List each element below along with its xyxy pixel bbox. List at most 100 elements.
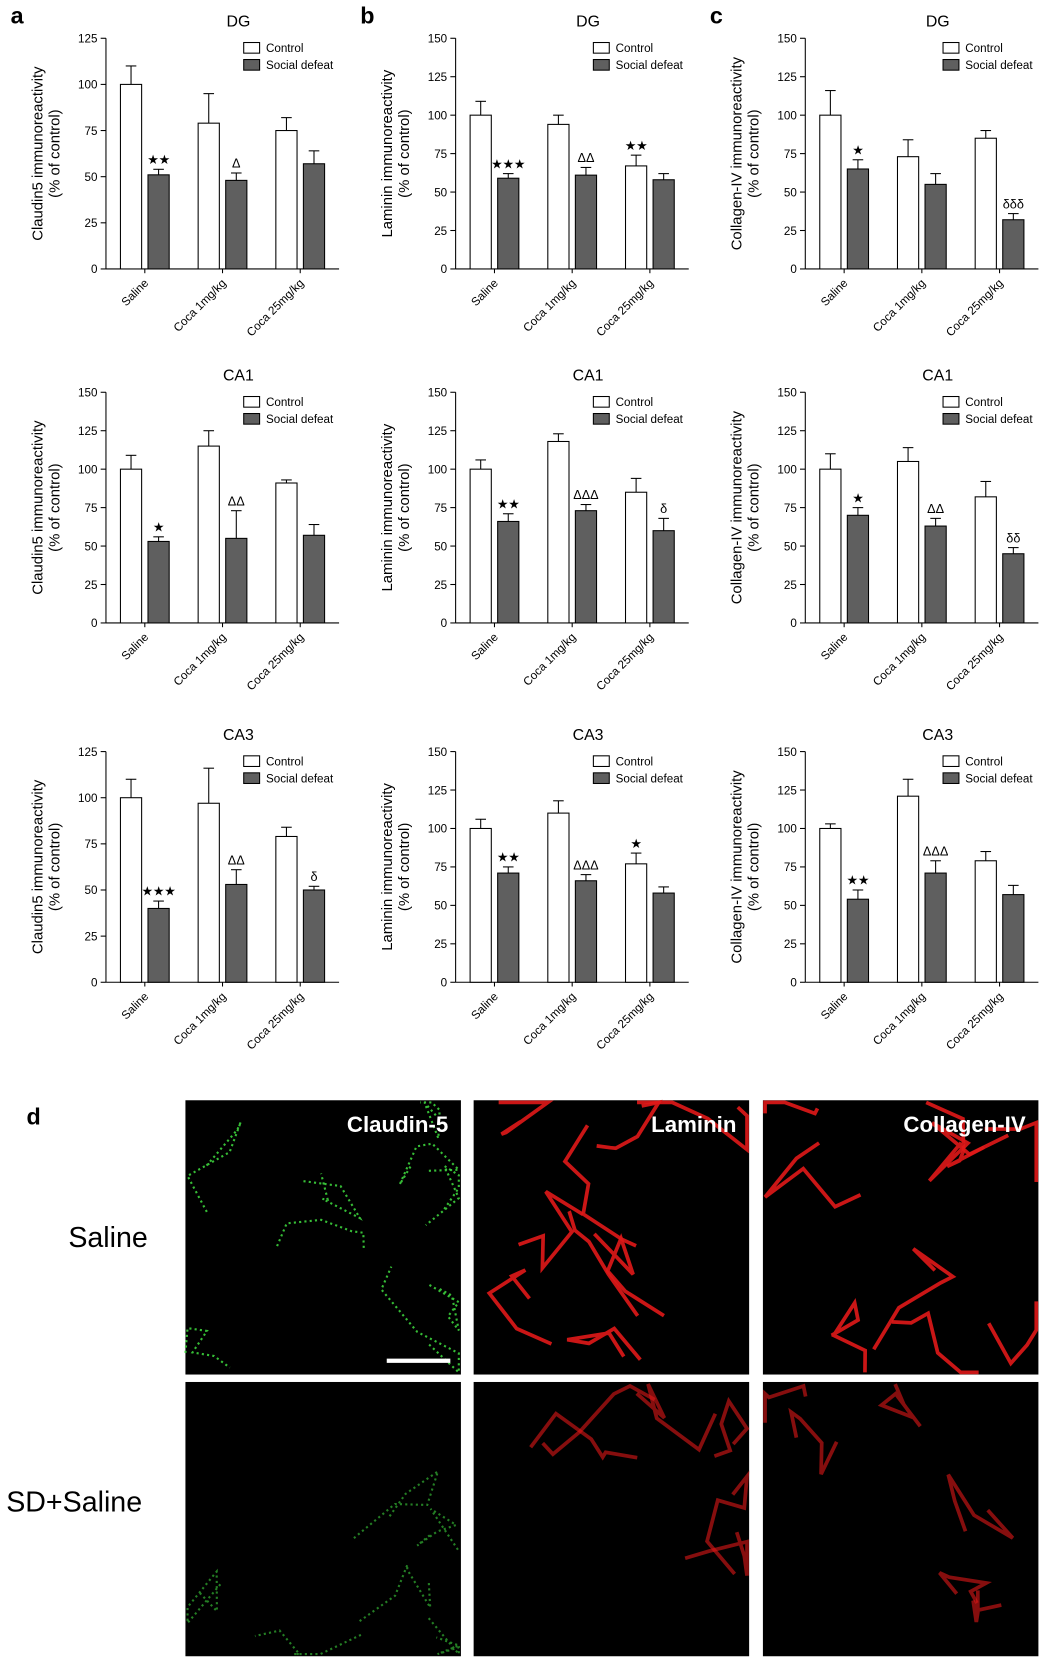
legend-label: Social defeat [616,59,684,72]
micrograph [473,1381,750,1657]
y-tick-label: 25 [784,938,797,951]
bar [119,83,143,270]
x-tick-label: Coca 25mg/kg [594,990,656,1052]
x-tick-label: Saline [818,990,850,1022]
column-label: Laminin [651,1112,736,1137]
bar [225,537,248,624]
y-tick-label: 25 [85,930,98,943]
y-tick-label: 75 [434,148,447,161]
legend-label: Control [965,396,1003,409]
bar [974,137,997,270]
bar [147,907,170,983]
y-tick-label: 100 [78,792,98,805]
significance-label: ΔΔ [228,852,245,867]
vessel [637,1100,749,1154]
chart-title: CA3 [223,727,254,744]
bar [624,491,648,624]
x-tick-label: Coca 1mg/kg [871,277,929,335]
bar [275,835,298,983]
y-axis-label: Laminin immunoreactivity [380,423,396,591]
y-tick-label: 0 [91,977,98,990]
vessel [925,1100,985,1169]
x-tick-label: Coca 25mg/kg [944,277,1006,339]
bar [924,183,947,270]
legend-swatch [942,58,960,71]
legend-label: Social defeat [266,772,334,785]
y-tick-label: 125 [78,425,97,438]
bar [819,114,842,270]
y-tick-label: 150 [428,387,448,400]
vessel [763,1141,862,1209]
y-tick-label: 50 [434,900,447,913]
bar [469,827,492,983]
vessel [498,1100,554,1136]
vessel [562,1124,637,1248]
y-axis-label: Collagen-IV immunoreactivity [730,56,746,250]
bar [119,797,143,983]
legend-label: Control [616,755,654,768]
bar [547,812,570,983]
vessel [946,1473,1015,1540]
y-tick-label: 75 [784,861,797,874]
vessel [427,1617,462,1658]
y-tick-label: 75 [784,148,797,161]
bar [302,163,326,270]
bar [225,883,248,983]
y-axis-label: (% of control) [397,823,413,911]
bar [275,130,298,270]
y-tick-label: 125 [428,71,447,84]
legend-label: Social defeat [616,772,684,785]
chart-title: CA3 [573,727,604,744]
y-tick-label: 125 [78,33,97,46]
vessel [635,1383,718,1453]
bar [119,468,143,624]
significance-label: ★ [630,836,641,851]
y-tick-label: 125 [78,746,97,759]
legend-swatch [243,41,261,54]
y-tick-label: 100 [428,823,448,836]
micrograph: Claudin-5 [184,1100,462,1375]
vessel [592,1232,665,1318]
vessel [877,1383,922,1428]
vessel [684,1531,749,1576]
vessel [891,1310,979,1375]
y-tick-label: 50 [85,171,98,184]
y-tick-label: 0 [790,977,797,990]
vessel [763,1383,808,1423]
bar [1002,553,1025,624]
chart-title: DG [576,14,600,31]
bar [197,802,220,983]
vessel [276,1218,365,1249]
y-tick-label: 150 [428,33,448,46]
y-tick-label: 100 [777,823,797,836]
y-tick-label: 150 [777,387,797,400]
vessel [254,1629,362,1656]
vessel [398,1142,462,1185]
panel-label: a [11,2,25,28]
y-tick-label: 150 [777,33,797,46]
legend-label: Social defeat [266,59,334,72]
row-label: Saline [68,1222,147,1254]
significance-label: ΔΔΔ [573,487,599,502]
vessel [566,1326,642,1361]
x-tick-label: Saline [119,990,151,1022]
legend-swatch [942,755,960,767]
legend-swatch [243,412,261,425]
x-tick-label: Saline [469,990,501,1022]
micrograph [762,1381,1039,1657]
vessel [486,1268,553,1346]
x-tick-label: Coca 25mg/kg [944,990,1006,1052]
y-axis-label: (% of control) [397,109,413,197]
significance-label: ΔΔ [577,150,594,165]
x-tick-label: Coca 1mg/kg [171,277,229,335]
chart: c DG Collagen-IV immunoreactivity (% of con… [710,2,1039,339]
panel-label: d [26,1104,40,1130]
chart-title: DG [926,14,950,31]
vessel [420,1101,441,1139]
bar [302,534,326,624]
vessel [517,1189,584,1274]
y-axis-label: Claudin5 immunoreactivity [30,420,46,595]
bar [924,872,947,983]
legend-label: Control [965,755,1003,768]
vessel [788,1407,839,1475]
